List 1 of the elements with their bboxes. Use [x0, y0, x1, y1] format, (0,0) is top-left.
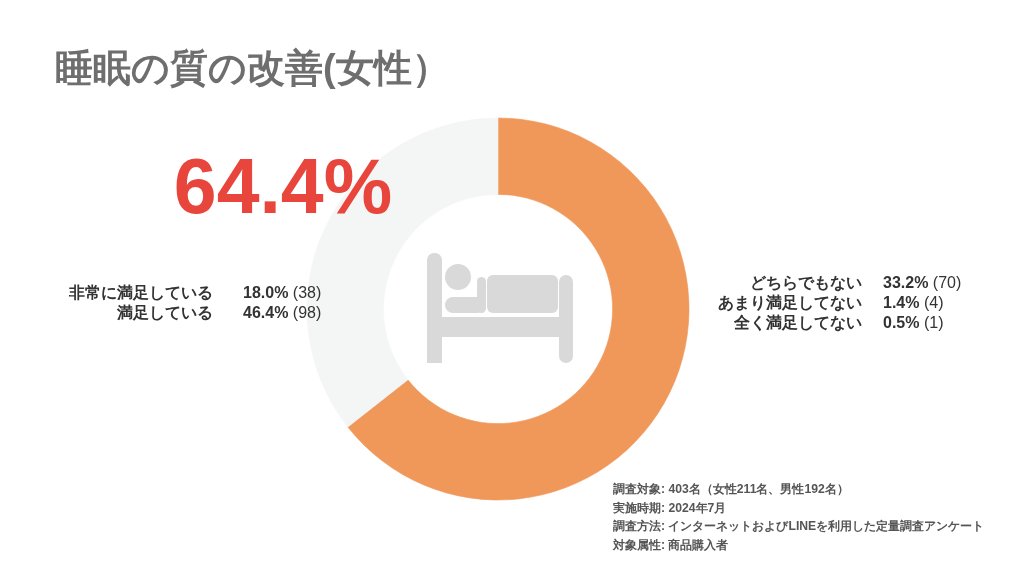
title: 睡眠の質の改善(女性） [55, 47, 450, 89]
